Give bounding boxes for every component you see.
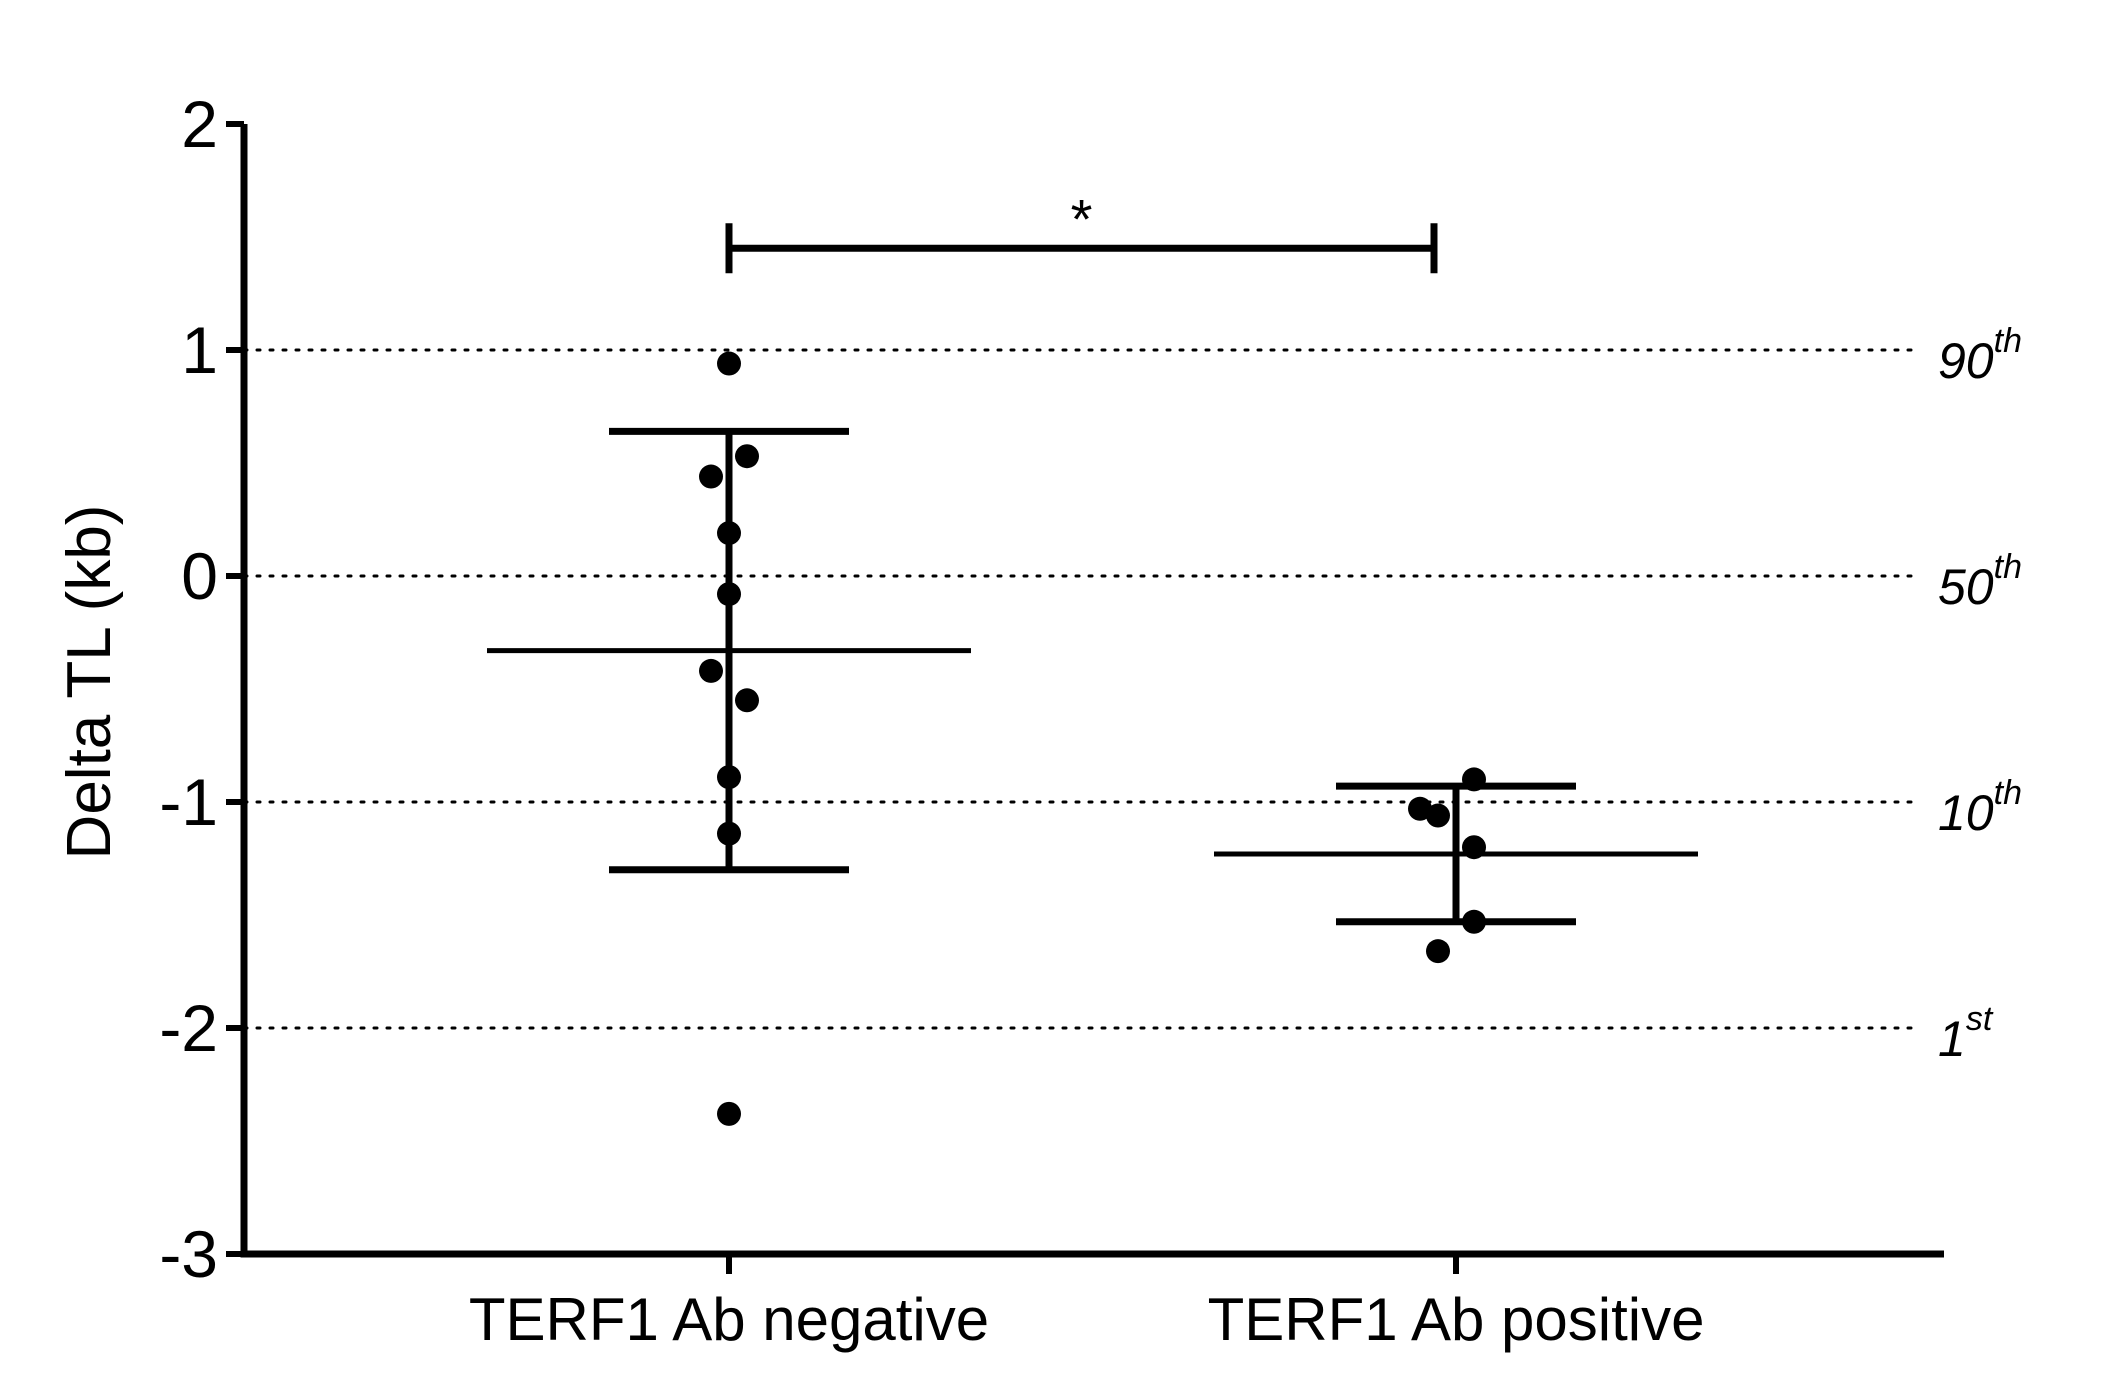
y-tick-labels: 2 1 0 -1 -2 -3 xyxy=(159,87,218,1291)
data-point-1-2 xyxy=(1426,803,1450,828)
data-point-0-4 xyxy=(717,582,741,607)
category-label-1: TERF1 Ab positive xyxy=(1208,1286,1705,1353)
data-point-0-3 xyxy=(717,521,741,546)
data-point-0-1 xyxy=(735,444,759,469)
reference-label-0: 90th xyxy=(1938,322,2022,389)
data-point-0-7 xyxy=(717,765,741,790)
y-tick-label-0: 2 xyxy=(181,87,218,161)
data-point-0-5 xyxy=(699,658,723,683)
data-point-0-0 xyxy=(717,351,741,376)
y-axis-label: Delta TL (kb) xyxy=(55,505,124,860)
significance-bracket: * xyxy=(725,187,1438,274)
category-label-0: TERF1 Ab negative xyxy=(469,1286,989,1353)
reference-lines xyxy=(242,348,1922,1030)
data-point-1-5 xyxy=(1426,939,1450,964)
data-point-1-3 xyxy=(1462,835,1486,860)
data-point-0-6 xyxy=(735,688,759,713)
data-point-0-2 xyxy=(699,464,723,489)
y-tick-label-5: -3 xyxy=(159,1217,218,1291)
y-tick-label-1: 1 xyxy=(181,313,218,387)
axes xyxy=(226,121,1944,1274)
reference-label-1: 50th xyxy=(1938,548,2022,615)
error-bars xyxy=(487,427,1698,926)
data-points xyxy=(699,351,1486,1126)
y-tick-label-3: -1 xyxy=(159,765,218,839)
data-point-0-9 xyxy=(717,1101,741,1126)
data-point-0-8 xyxy=(717,821,741,846)
data-point-1-0 xyxy=(1462,767,1486,792)
y-tick-label-2: 0 xyxy=(181,539,218,613)
reference-label-2: 10th xyxy=(1938,774,2022,841)
category-labels: TERF1 Ab negative TERF1 Ab positive xyxy=(469,1286,1705,1353)
data-point-1-4 xyxy=(1462,909,1486,934)
significance-label: * xyxy=(1071,187,1093,250)
reference-labels: 90th 50th 10th 1st xyxy=(1938,322,2022,1067)
y-tick-label-4: -2 xyxy=(159,991,218,1065)
data-point-1-1 xyxy=(1408,796,1432,821)
reference-label-3: 1st xyxy=(1938,1000,1994,1067)
